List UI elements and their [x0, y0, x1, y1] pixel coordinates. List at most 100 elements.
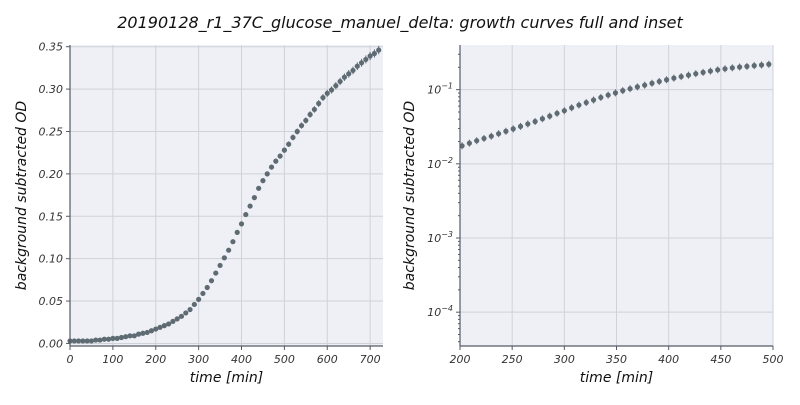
data-point [281, 147, 287, 153]
data-point [634, 84, 640, 90]
x-tick-label: 700 [360, 353, 381, 366]
plot-area [70, 45, 383, 346]
data-point [510, 126, 516, 132]
data-point [598, 94, 604, 101]
data-point [363, 56, 369, 63]
y-tick-label: 0.15 [39, 210, 64, 223]
data-point [75, 338, 82, 344]
x-tick-label: 300 [188, 353, 209, 366]
y-tick-label: 0.30 [39, 83, 64, 96]
y-tick-label: 10−2 [427, 156, 453, 171]
data-point [114, 335, 120, 341]
data-point [539, 116, 546, 122]
data-point [140, 330, 146, 336]
data-point [627, 86, 633, 92]
data-point [273, 158, 279, 164]
data-point [700, 69, 706, 75]
data-point [234, 229, 240, 235]
data-point [123, 334, 129, 340]
data-point [97, 337, 103, 343]
data-point [131, 333, 137, 339]
data-point [737, 64, 743, 70]
data-point [346, 71, 352, 77]
data-point [620, 88, 626, 94]
y-axis-label: background subtracted OD [402, 101, 418, 291]
full-growth-chart: 0 100 200 300 400 500 600 700 0.00 0.05 0.10 0.15 0.… [14, 41, 383, 386]
data-point [93, 337, 99, 343]
data-point [286, 141, 292, 147]
data-point [311, 106, 317, 113]
data-point [583, 99, 589, 106]
data-point [290, 134, 296, 141]
x-axis-label: time [min] [190, 370, 263, 386]
data-point [758, 62, 765, 68]
data-point [324, 90, 330, 96]
data-point [110, 335, 116, 341]
data-point [612, 90, 619, 96]
data-point [238, 221, 245, 227]
data-point [71, 338, 77, 344]
data-point [671, 75, 677, 81]
x-tick-label: 250 [502, 353, 523, 366]
data-point [503, 128, 509, 134]
data-point [459, 143, 465, 149]
data-point [341, 74, 348, 80]
data-point [766, 61, 772, 67]
data-point [170, 318, 176, 325]
x-tick-label: 200 [145, 353, 166, 366]
y-tick-label: 0.10 [39, 253, 64, 266]
data-point [166, 321, 172, 327]
data-point [358, 60, 365, 66]
data-point [642, 82, 648, 88]
data-point [136, 331, 142, 337]
data-point [751, 63, 757, 69]
data-point [183, 310, 189, 316]
data-point [217, 262, 223, 269]
data-point [517, 123, 524, 129]
data-point [561, 108, 567, 114]
data-point [144, 329, 150, 336]
data-point [161, 323, 167, 329]
data-point [547, 113, 553, 119]
data-point [191, 301, 197, 308]
data-point [367, 53, 373, 59]
data-point [230, 239, 236, 245]
x-tick-label: 600 [317, 353, 338, 366]
y-tick-label: 0.00 [39, 337, 64, 350]
data-point [148, 328, 155, 334]
data-point [118, 334, 125, 341]
data-point [333, 83, 339, 89]
data-point [277, 153, 283, 159]
data-point [204, 284, 210, 291]
data-point [260, 178, 266, 184]
x-tick-label: 200 [450, 353, 471, 366]
data-point [678, 73, 684, 80]
data-point [316, 100, 322, 107]
x-tick-label: 500 [763, 353, 784, 366]
y-tick-label: 0.35 [39, 41, 64, 54]
x-tick-label: 350 [606, 353, 627, 366]
data-point [264, 171, 270, 177]
data-point [525, 121, 531, 127]
data-point [187, 306, 193, 313]
data-point [707, 68, 714, 74]
x-tick-label: 0 [67, 353, 74, 366]
data-point [88, 338, 95, 344]
data-point [298, 122, 305, 129]
data-point [247, 203, 253, 209]
data-point [496, 131, 502, 137]
data-point [354, 63, 360, 69]
data-point [350, 67, 356, 74]
data-point [576, 102, 582, 108]
data-point [226, 247, 232, 253]
data-point [328, 87, 335, 93]
data-point [605, 92, 611, 98]
data-point [256, 185, 262, 191]
data-point [294, 128, 300, 135]
data-point [127, 333, 133, 339]
data-point [376, 47, 382, 53]
x-tick-label: 400 [231, 353, 252, 366]
data-point [466, 140, 472, 146]
data-point [371, 50, 378, 57]
